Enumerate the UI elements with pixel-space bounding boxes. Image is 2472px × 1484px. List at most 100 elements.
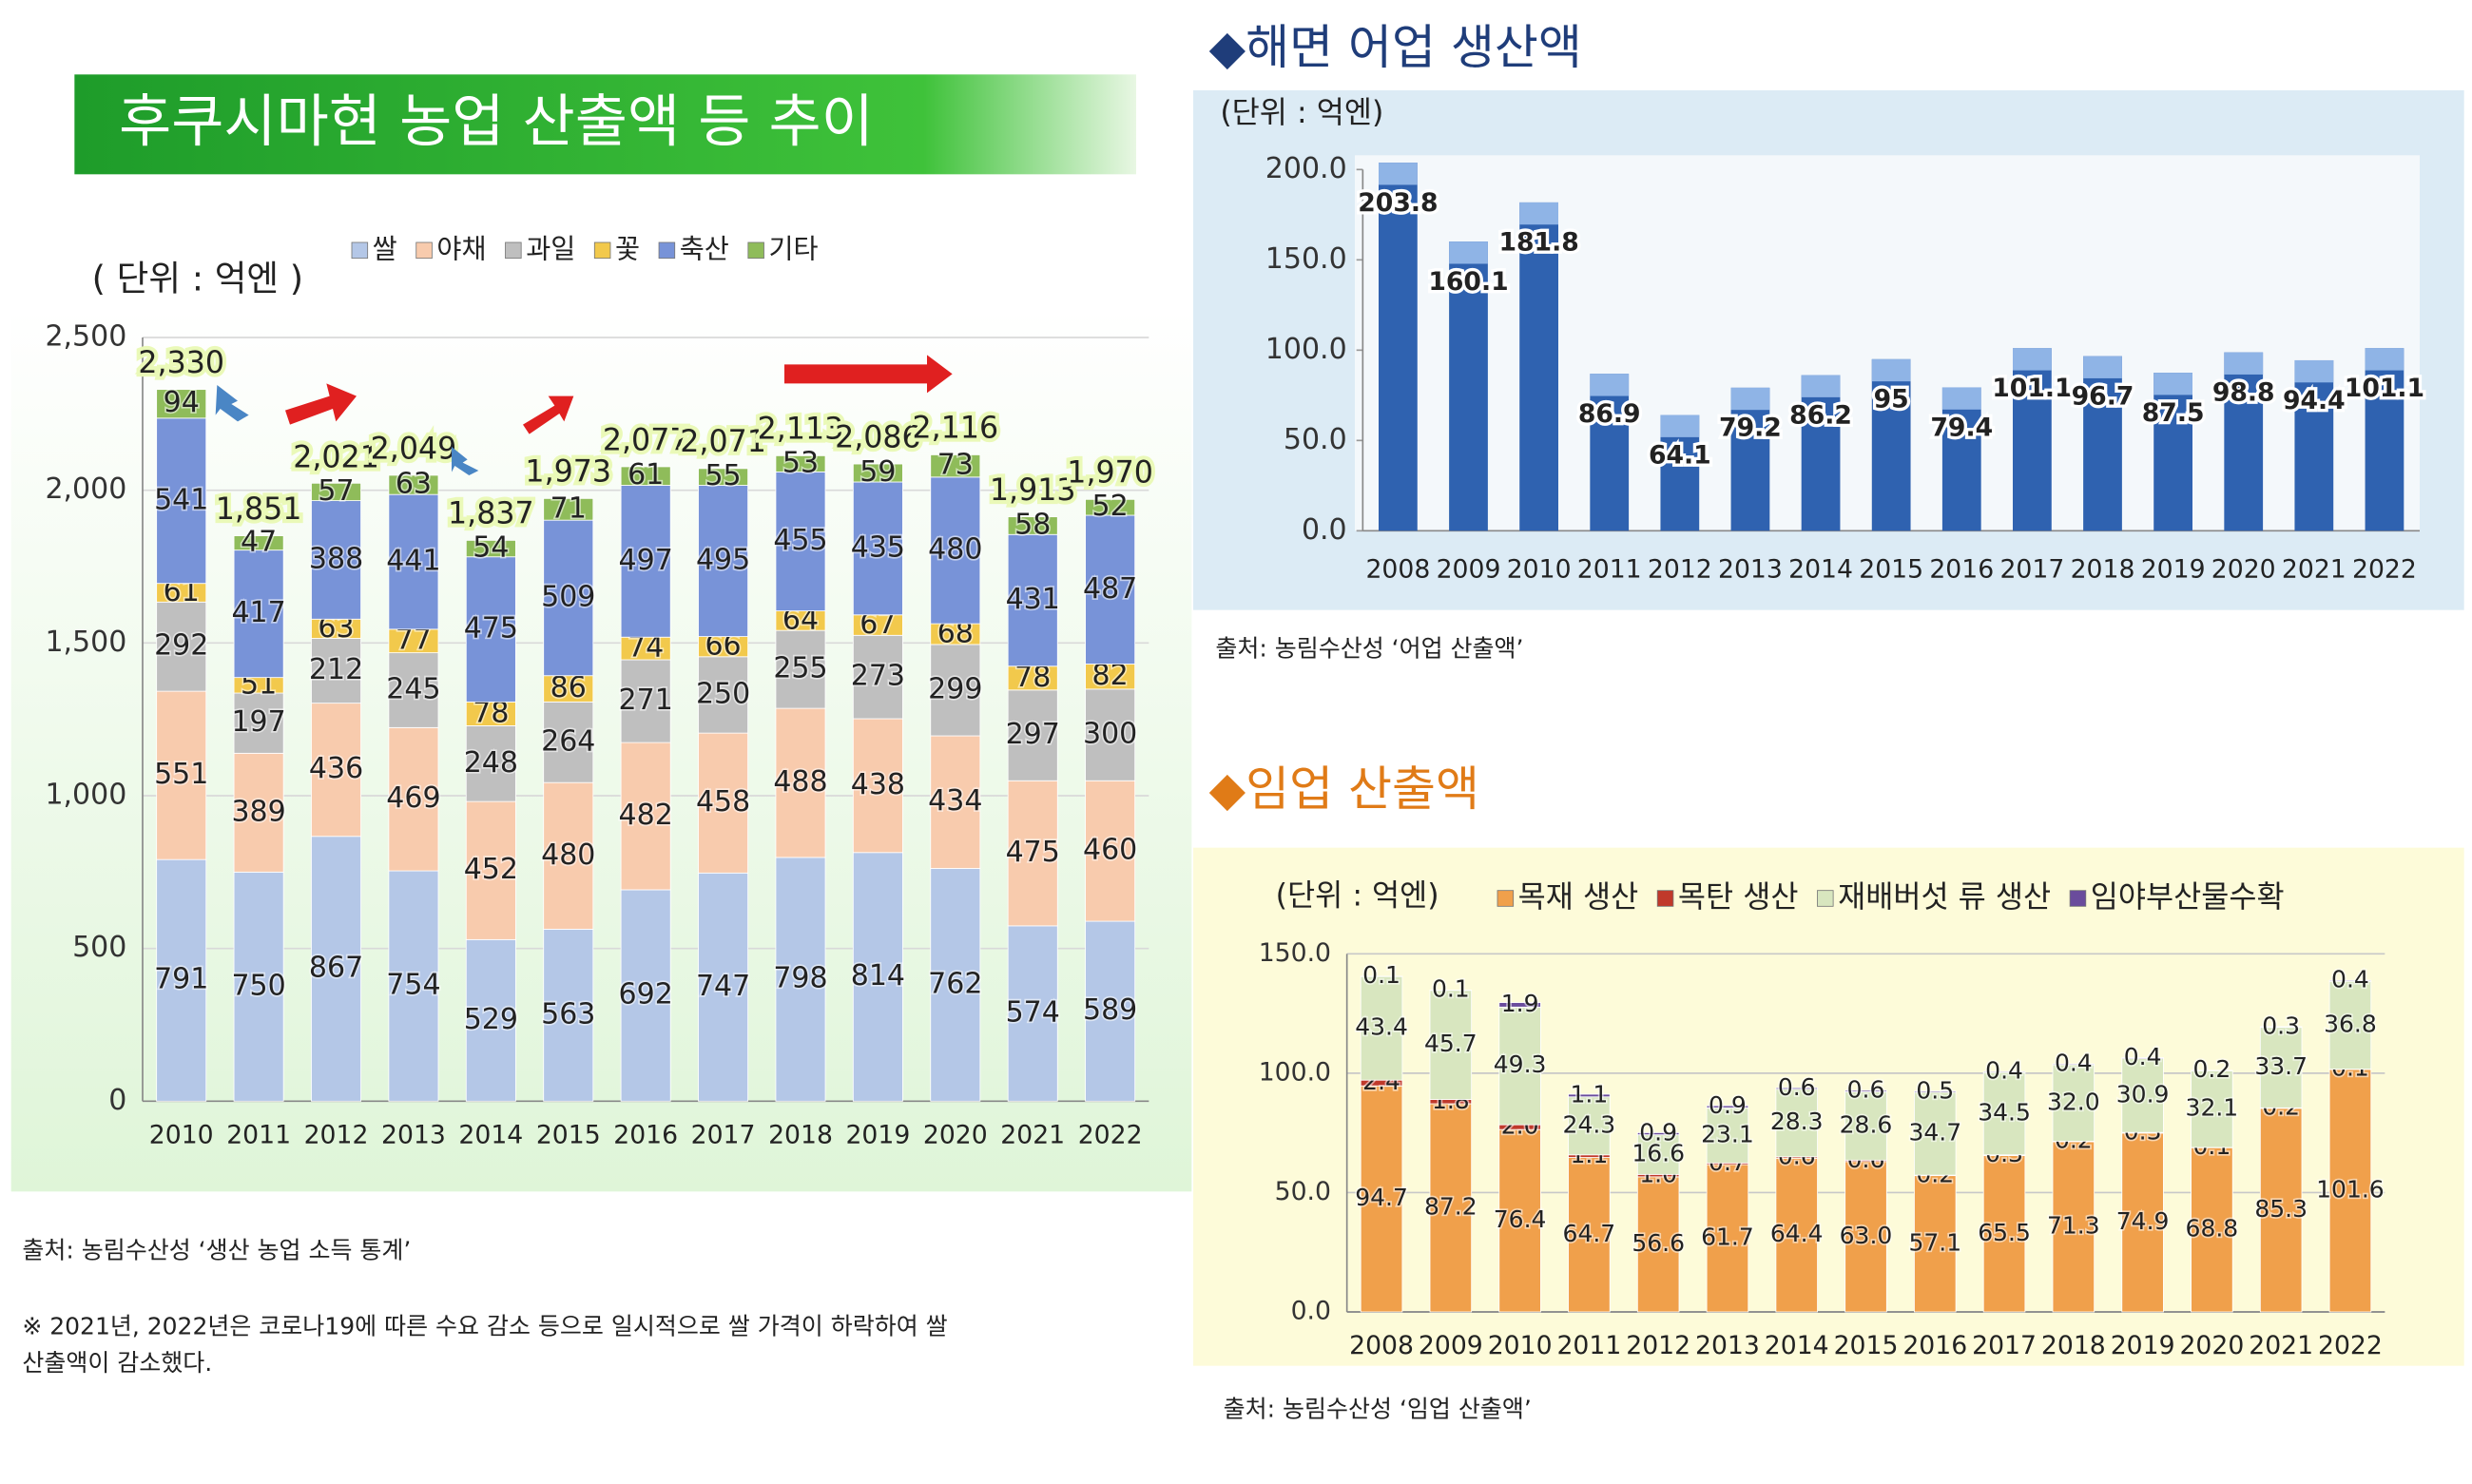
bar-cap [1590,374,1630,396]
data-label: 86.9 [1578,399,1641,429]
bar-segment [388,652,439,728]
data-label: 460 [1083,834,1137,867]
bar-segment [930,868,981,1102]
x-tick-label: 2014 [1765,1331,1829,1360]
bar-segment [1007,780,1058,927]
x-tick-label: 2021 [2249,1331,2313,1360]
total-label: 2,086 [835,420,921,454]
bar-segment [775,454,826,472]
data-label: 64.7 [1563,1220,1616,1247]
legend-swatch [351,241,369,260]
legend-swatch [747,241,764,260]
x-tick-label: 2015 [1859,555,1923,585]
data-label: 74.9 [2116,1207,2170,1235]
y-tick-label: 1,500 [45,626,126,659]
data-label: 71 [550,491,587,525]
y-tick-label: 150.0 [1259,938,1331,968]
data-label: 434 [928,784,982,818]
bar-segment [698,656,749,734]
data-label: 1.1 [1571,1080,1609,1108]
bar-segment [156,858,207,1102]
bar-segment [620,485,671,638]
bar-segment [388,870,439,1102]
bar-segment [1844,1091,1887,1161]
bar-segment [233,549,284,679]
bar-segment [930,453,981,478]
x-tick-label: 2021 [2282,555,2346,585]
data-label: 482 [619,799,673,832]
x-tick-label: 2019 [845,1121,910,1150]
bar-segment [852,481,903,616]
legend-label: 야채 [436,233,486,264]
bar-cap [1660,414,1700,437]
data-label: 94.4 [2283,386,2346,415]
data-label: 255 [773,652,827,685]
bar-segment [233,752,284,873]
x-tick-label: 2012 [304,1121,369,1150]
bar-segment [775,629,826,709]
total-label: 1,913 [990,473,1076,508]
data-label: 101.1 [1992,374,2072,403]
total-label: 1,970 [1067,456,1153,491]
bar-segment [2191,1147,2233,1313]
bar [1449,241,1488,531]
x-tick-label: 2015 [536,1121,601,1150]
total-label: 1,837 [448,496,534,530]
data-label: 480 [541,838,595,872]
bar-segment [2259,1108,2303,1313]
y-tick-label: 0.0 [1291,1297,1331,1326]
bar-segment [543,781,594,930]
data-label: 71.3 [2047,1211,2100,1239]
data-label: 101.1 [2345,374,2424,403]
bar-segment [1429,1103,1473,1313]
bar-segment [1844,1161,1887,1313]
bar-segment [543,701,594,783]
bar-segment [2121,1132,2164,1313]
data-label: 488 [773,765,827,799]
bar [2365,348,2404,531]
bar-segment [1498,1006,1541,1126]
data-label: 469 [386,781,440,815]
data-label: 16.6 [1632,1140,1685,1167]
bar [1941,387,1981,531]
data-label: 33.7 [2254,1052,2308,1080]
y-tick-label: 200.0 [1265,152,1347,185]
bar [1519,202,1558,531]
y-tick-label: 150.0 [1265,242,1347,276]
source: 출처: 농림수산성 ‘임업 산출액’ [1224,1395,1532,1422]
data-label: 79.2 [1719,414,1782,443]
bar-segment [620,889,671,1102]
data-label: 791 [154,963,208,996]
bar-cap [1519,202,1558,225]
bar-segment [233,871,284,1102]
data-label: 0.4 [2124,1043,2162,1070]
data-label: 441 [386,545,440,578]
bar-segment [311,500,361,620]
data-label: 49.3 [1494,1050,1547,1078]
data-label: 73 [937,449,974,482]
data-label: 458 [696,785,750,819]
x-tick-label: 2011 [1577,555,1642,585]
legend-label: 목재 생산 [1518,880,1639,915]
total-label: 1,851 [216,492,302,527]
bar-segment [233,535,284,551]
x-tick-label: 2022 [1078,1121,1143,1150]
y-tick-label: 50.0 [1275,1177,1331,1206]
bar-cap [1801,375,1841,397]
bar-segment [2259,1027,2303,1108]
x-tick-label: 2013 [381,1121,446,1150]
data-label: 56.6 [1632,1229,1685,1257]
x-tick-label: 2009 [1437,555,1501,585]
bar-segment [1775,1089,1818,1158]
data-label: 79.4 [1930,413,1993,442]
bar-segment [156,601,207,692]
bar-cap [2294,359,2334,383]
legend-swatch [658,241,676,260]
x-tick-label: 2013 [1718,555,1783,585]
legend-label: 기타 [769,233,819,264]
bar-segment [1085,498,1136,516]
bar-segment [2052,1063,2095,1066]
bar-segment [543,519,594,677]
data-label: 509 [541,580,595,613]
data-label: 86.2 [1789,400,1852,430]
